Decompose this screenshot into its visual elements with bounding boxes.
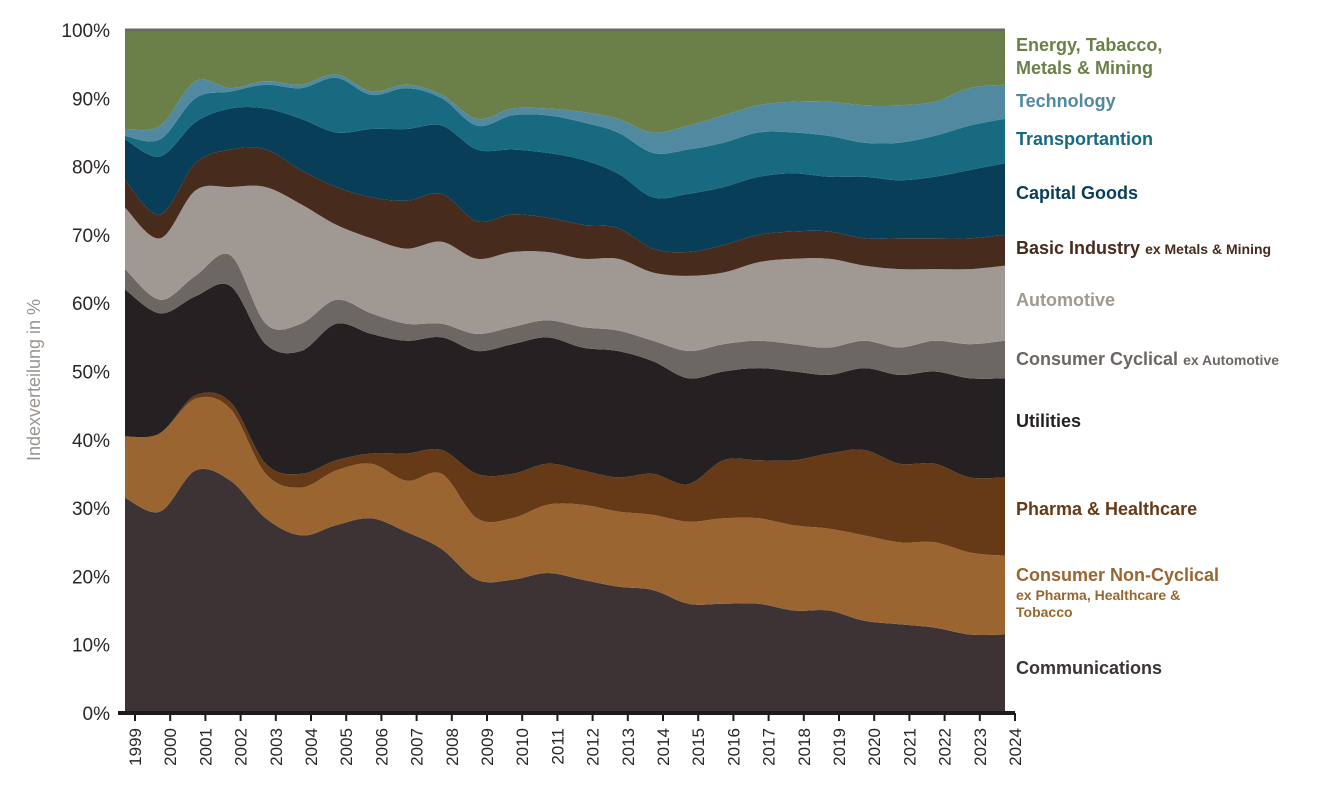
legend-consumer-non-cyclical: Consumer Non-Cyclical ex Pharma, Healthc… [1016,564,1219,621]
legend-basic-industry-sub: ex Metals & Mining [1145,241,1272,257]
legend-consumer-non-cyclical-label: Consumer Non-Cyclical [1016,565,1220,585]
legend-automotive: Automotive [1016,289,1115,312]
legend-communications: Communications [1016,657,1162,680]
x-tick-label: 2006 [372,728,391,766]
y-axis: 0% 10% 20% 30% 40% 50% 60% 70% 80% 90% 100% [61,21,110,725]
x-tick-label: 2014 [654,728,673,766]
legend-consumer-cyclical: Consumer Cyclical ex Automotive [1016,348,1279,372]
legend-automotive-label: Automotive [1016,290,1115,310]
y-tick-label: 80% [72,158,110,179]
legend-technology: Technology [1016,90,1116,113]
legend-pharma-label: Pharma & Healthcare [1016,499,1198,519]
x-tick-label: 2015 [689,728,708,766]
area-consumer-non-cyclical [125,396,1005,635]
legend-basic-industry: Basic Industry ex Metals & Mining [1016,237,1271,261]
y-tick-label: 10% [72,636,110,657]
x-tick-label: 2016 [724,728,743,766]
legend-energy-label: Energy, Tabacco, Metals & Mining [1016,35,1163,78]
x-tick-label: 2008 [443,728,462,766]
area-energy-tabacco-metals-mining [125,30,1005,133]
y-tick-label: 20% [72,567,110,588]
x-tick-label: 2020 [865,728,884,766]
legend-capital-goods-label: Capital Goods [1016,183,1139,203]
area-pharma-healthcare [125,392,1005,556]
x-tick-label: 2010 [513,728,532,766]
legend-technology-label: Technology [1016,91,1116,111]
area-layers [125,28,1005,713]
x-tick-label: 2009 [478,728,497,766]
legend-basic-industry-label: Basic Industry [1016,238,1141,258]
x-tick-label: 1999 [126,728,145,766]
legend-capital-goods: Capital Goods [1016,182,1138,205]
x-tick-label: 2004 [302,728,321,766]
y-axis-label: Indexverteilung in % [24,299,44,461]
area-technology [125,74,1005,154]
y-tick-label: 100% [61,21,110,42]
x-tick-label: 2019 [830,728,849,766]
y-tick-label: 30% [72,499,110,520]
x-tick-label: 2011 [548,728,567,765]
area-communications [125,468,1005,713]
y-tick-label: 70% [72,226,110,247]
legend: Energy, Tabacco, Metals & Mining Technol… [1016,0,1332,800]
legend-communications-label: Communications [1016,658,1163,678]
y-tick-label: 40% [72,431,110,452]
legend-pharma: Pharma & Healthcare [1016,498,1197,521]
x-tick-label: 2000 [161,728,180,766]
legend-energy: Energy, Tabacco, Metals & Mining [1016,34,1216,80]
area-basic-industry [125,147,1005,276]
legend-transportation-label: Transportantion [1016,129,1154,149]
x-tick-label: 2013 [619,728,638,766]
area-utilities [125,283,1005,485]
legend-consumer-non-cyclical-note: ex Pharma, Healthcare & Tobacco [1016,587,1181,620]
legend-consumer-cyclical-sub: ex Automotive [1183,352,1280,368]
y-tick-label: 60% [72,294,110,315]
y-tick-label: 50% [72,363,110,384]
area-transportantion [125,77,1005,199]
x-tick-label: 2007 [408,728,427,766]
x-tick-label: 2005 [337,728,356,766]
x-tick-label: 2002 [232,728,251,766]
x-tick-label: 2017 [760,728,779,766]
x-tick-label: 2023 [971,728,990,766]
legend-utilities: Utilities [1016,410,1081,433]
x-axis: 1999 2000 2001 2002 2003 2004 2005 2006 2007 2008… [118,711,1025,766]
area-capital-goods [125,107,1005,253]
x-tick-label: 2012 [584,728,603,766]
x-tick-label: 2018 [795,728,814,766]
legend-utilities-label: Utilities [1016,411,1082,431]
legend-consumer-cyclical-label: Consumer Cyclical [1016,349,1179,369]
x-tick-label: 2021 [900,728,919,766]
y-tick-label: 0% [83,704,111,725]
x-tick-label: 2003 [267,728,286,766]
y-tick-label: 90% [72,89,110,110]
x-tick-label: 2022 [936,728,955,766]
area-consumer-cyclical [125,253,1005,379]
area-automotive [125,185,1005,352]
legend-transportation: Transportantion [1016,128,1153,151]
x-tick-label: 2001 [196,728,215,766]
x-tick-label: 2024 [1006,728,1025,766]
